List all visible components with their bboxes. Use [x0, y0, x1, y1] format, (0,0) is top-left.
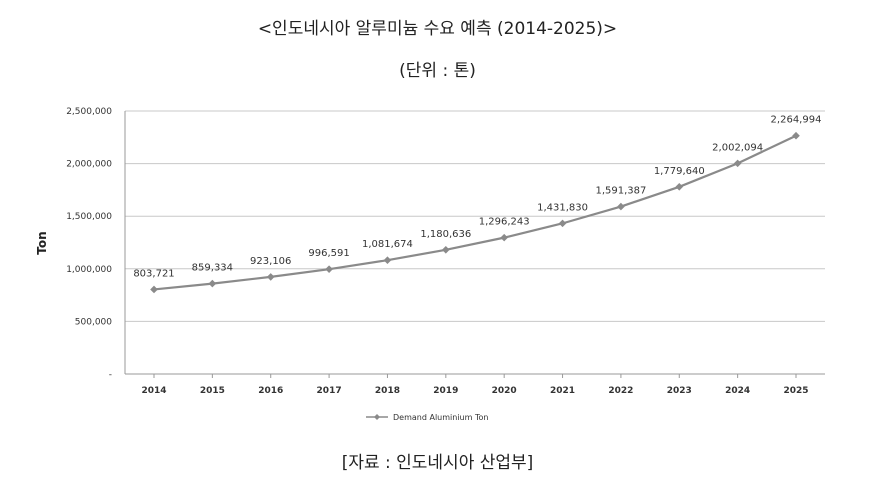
y-tick-label: 2,000,000 [66, 160, 112, 170]
data-label: 1,779,640 [654, 166, 705, 177]
source-caption: [자료 : 인도네시아 산업부] [341, 453, 534, 473]
y-tick-label: 1,500,000 [66, 212, 112, 222]
data-point [500, 233, 508, 242]
legend-marker [374, 414, 380, 420]
x-tick-label: 2016 [258, 386, 283, 396]
x-tick-label: 2018 [375, 386, 400, 396]
data-label: 2,002,094 [712, 142, 763, 153]
data-label: 803,721 [133, 268, 174, 279]
data-point [208, 279, 217, 288]
x-tick-label: 2020 [492, 386, 517, 396]
data-point [675, 182, 684, 191]
data-point [150, 285, 158, 294]
x-tick-label: 2019 [433, 386, 458, 396]
data-label: 1,591,387 [595, 186, 646, 197]
data-point [617, 202, 625, 211]
data-point [266, 273, 275, 281]
data-point [558, 219, 567, 228]
data-label: 2,264,994 [771, 115, 822, 126]
y-tick-label: 2,500,000 [66, 107, 112, 117]
data-point [792, 131, 800, 140]
data-point [442, 245, 450, 254]
data-label: 1,431,830 [537, 202, 588, 213]
x-tick-label: 2021 [550, 386, 575, 396]
data-point [325, 265, 333, 273]
x-tick-label: 2015 [200, 386, 225, 396]
y-tick-label: - [109, 370, 112, 380]
x-tick-label: 2017 [317, 386, 342, 396]
unit-subtitle: (단위 : 톤) [399, 61, 476, 81]
x-tick-label: 2024 [725, 386, 750, 396]
x-tick-label: 2014 [141, 386, 166, 396]
y-tick-label: 500,000 [75, 317, 112, 327]
data-label: 859,334 [192, 263, 233, 274]
y-tick-label: 1,000,000 [66, 265, 112, 275]
data-label: 1,296,243 [479, 217, 530, 228]
data-label: 923,106 [250, 256, 291, 267]
y-axis-label: Ton [35, 231, 49, 254]
x-tick-label: 2022 [608, 386, 633, 396]
data-label: 1,081,674 [362, 239, 413, 250]
data-label: 1,180,636 [420, 229, 471, 240]
series-line [153, 134, 797, 291]
x-tick-label: 2025 [783, 386, 808, 396]
data-label: 996,591 [308, 248, 349, 259]
data-point [733, 159, 742, 168]
legend-label: Demand Aluminium Ton [393, 413, 488, 422]
data-point [383, 256, 392, 265]
chart-title: <인도네시아 알루미늄 수요 예측 (2014-2025)> [257, 19, 618, 39]
x-tick-label: 2023 [667, 386, 692, 396]
